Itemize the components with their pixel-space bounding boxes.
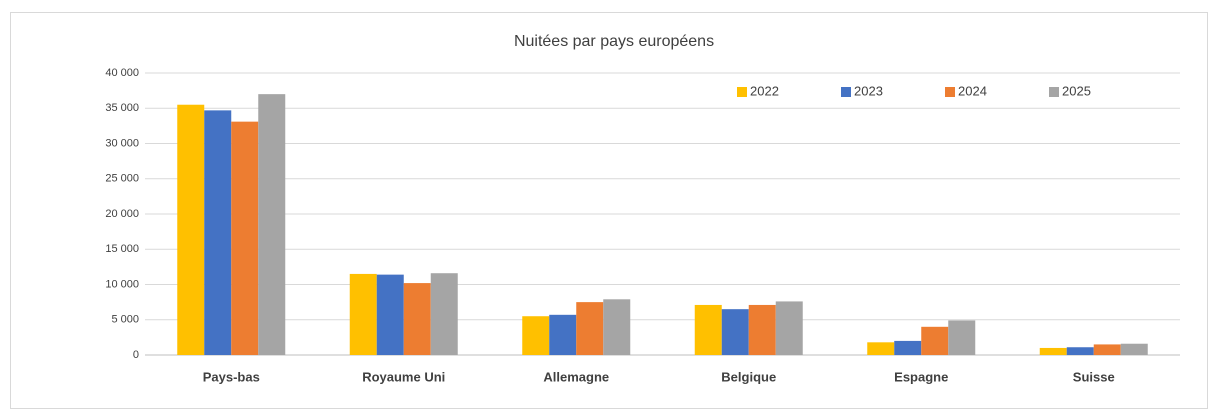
bar	[867, 342, 895, 355]
bar	[1120, 343, 1148, 355]
legend-swatch	[1049, 87, 1059, 97]
y-tick-label: 15 000	[105, 243, 139, 255]
x-tick-label: Suisse	[1073, 369, 1115, 384]
legend-label: 2025	[1062, 83, 1091, 98]
y-tick-label: 10 000	[105, 278, 139, 290]
x-tick-label: Espagne	[894, 369, 948, 384]
legend-swatch	[737, 87, 747, 97]
legend-swatch	[841, 87, 851, 97]
bar	[204, 110, 232, 356]
legend-label: 2023	[854, 83, 883, 98]
bar	[1093, 344, 1121, 355]
legend-label: 2024	[958, 83, 987, 98]
bar	[1066, 347, 1094, 355]
bar	[894, 340, 922, 355]
bar	[258, 94, 286, 356]
y-tick-label: 5 000	[111, 314, 139, 326]
bar	[231, 121, 259, 356]
bar	[549, 314, 577, 355]
y-tick-label: 30 000	[105, 137, 139, 149]
bar	[948, 320, 976, 355]
x-tick-label: Royaume Uni	[362, 369, 445, 384]
x-tick-label: Allemagne	[543, 369, 609, 384]
bar	[748, 304, 776, 355]
x-tick-label: Belgique	[721, 369, 776, 384]
x-tick-label: Pays-bas	[203, 369, 260, 384]
bar	[430, 273, 458, 355]
bar	[921, 326, 949, 355]
y-tick-label: 25 000	[105, 173, 139, 185]
y-tick-label: 40 000	[105, 67, 139, 79]
bar	[376, 274, 404, 355]
bar	[177, 104, 205, 355]
chart-title: Nuitées par pays européens	[514, 33, 714, 50]
legend-swatch	[945, 87, 955, 97]
bar	[775, 301, 803, 355]
y-tick-label: 0	[133, 349, 139, 361]
bar	[721, 309, 749, 355]
bar	[349, 273, 377, 355]
bar	[603, 299, 631, 355]
bar	[522, 316, 550, 355]
y-tick-label: 20 000	[105, 208, 139, 220]
bar	[1039, 347, 1067, 355]
y-tick-label: 35 000	[105, 102, 139, 114]
legend-label: 2022	[750, 83, 779, 98]
bar	[694, 304, 722, 355]
bar	[403, 283, 431, 355]
bar	[576, 302, 604, 355]
